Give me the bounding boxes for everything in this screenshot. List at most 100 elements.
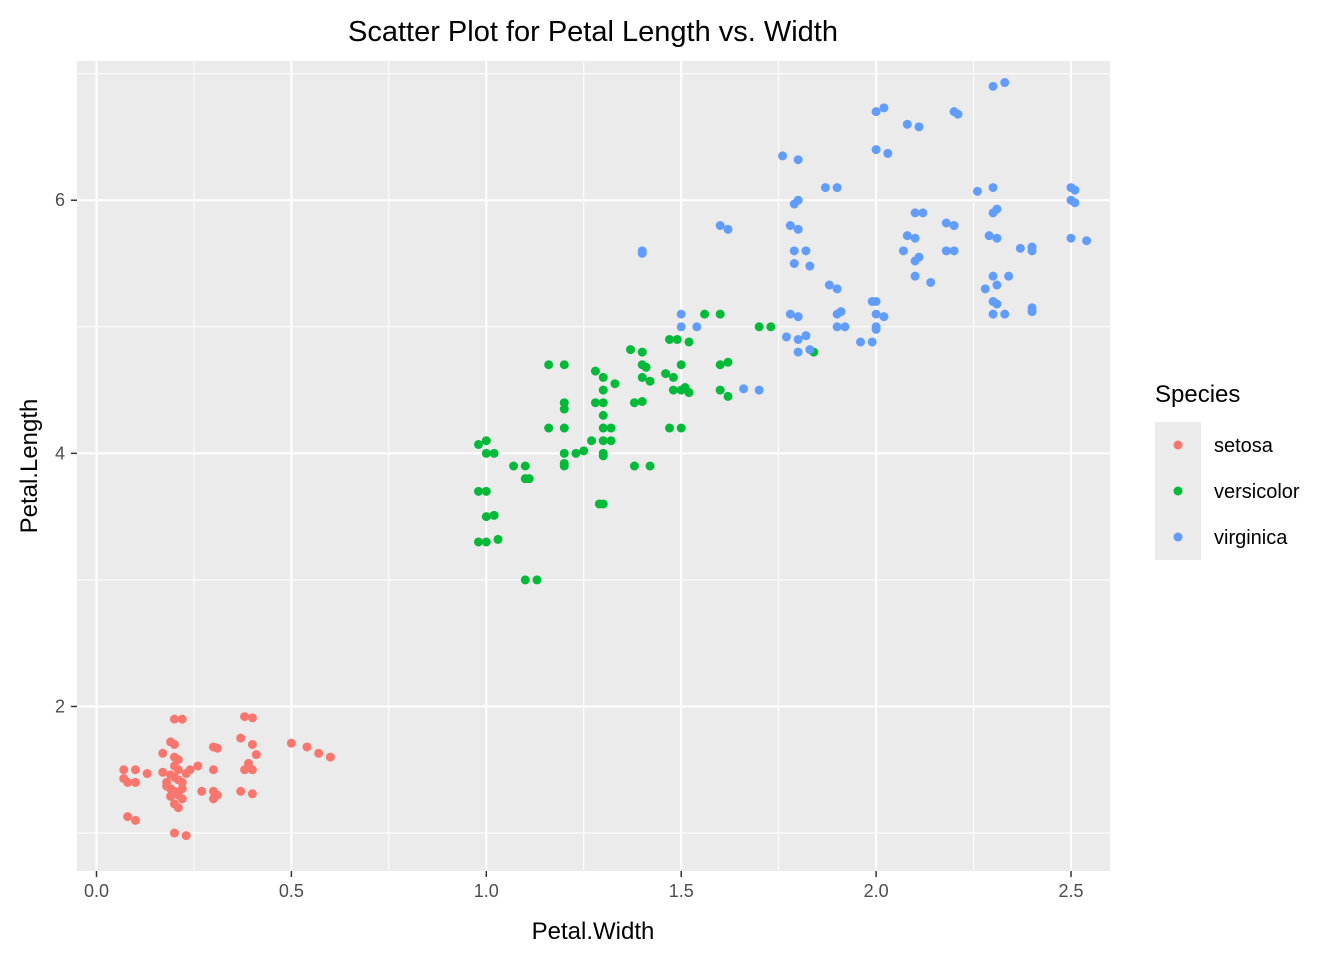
data-point-versicolor [610, 379, 620, 389]
data-point-virginica [1070, 185, 1080, 195]
data-point-versicolor [668, 385, 678, 395]
data-point-setosa [130, 777, 140, 787]
data-point-virginica [926, 277, 936, 287]
data-point-versicolor [532, 575, 542, 585]
data-point-setosa [166, 791, 176, 801]
data-point-virginica [910, 271, 920, 281]
x-tick-label: 2.5 [1059, 881, 1084, 901]
data-point-virginica [676, 309, 686, 319]
data-point-versicolor [544, 423, 554, 433]
data-point-virginica [988, 309, 998, 319]
data-point-virginica [805, 345, 815, 355]
data-point-setosa [119, 765, 129, 775]
data-point-versicolor [598, 423, 608, 433]
data-point-versicolor [665, 334, 675, 344]
data-point-versicolor [641, 362, 651, 372]
data-point-virginica [1000, 309, 1010, 319]
legend-key-virginica [1173, 532, 1183, 542]
data-point-virginica [980, 284, 990, 294]
data-point-virginica [871, 309, 881, 319]
data-point-virginica [914, 122, 924, 132]
data-point-versicolor [559, 423, 569, 433]
data-point-virginica [676, 322, 686, 332]
data-point-virginica [953, 109, 963, 119]
data-point-setosa [177, 777, 187, 787]
data-point-setosa [181, 831, 191, 841]
data-point-versicolor [559, 448, 569, 458]
legend-label: virginica [1214, 527, 1288, 549]
data-point-versicolor [579, 446, 589, 456]
data-point-versicolor [637, 372, 647, 382]
data-point-setosa [240, 765, 250, 775]
data-point-versicolor [571, 448, 581, 458]
data-point-virginica [984, 231, 994, 241]
data-point-versicolor [606, 423, 616, 433]
data-point-versicolor [590, 366, 600, 376]
data-point-virginica [820, 183, 830, 193]
data-point-virginica [988, 81, 998, 91]
data-point-virginica [972, 186, 982, 196]
data-point-virginica [793, 224, 803, 234]
data-point-versicolor [754, 322, 764, 332]
data-point-setosa [162, 781, 172, 791]
data-point-versicolor [684, 388, 694, 398]
data-point-virginica [832, 322, 842, 332]
data-point-versicolor [715, 385, 725, 395]
data-point-virginica [914, 252, 924, 262]
data-point-versicolor [559, 458, 569, 468]
data-point-versicolor [481, 448, 491, 458]
data-point-versicolor [629, 461, 639, 471]
data-point-virginica [883, 148, 893, 158]
data-point-versicolor [481, 486, 491, 496]
data-point-virginica [941, 218, 951, 228]
data-point-virginica [941, 246, 951, 256]
data-point-versicolor [489, 448, 499, 458]
data-point-setosa [193, 761, 203, 771]
data-point-versicolor [493, 534, 503, 544]
data-point-virginica [879, 312, 889, 322]
x-tick-label: 1.5 [669, 881, 694, 901]
data-point-virginica [1066, 233, 1076, 243]
data-point-setosa [185, 765, 195, 775]
data-point-versicolor [544, 360, 554, 370]
data-point-versicolor [645, 376, 655, 386]
x-tick-label: 1.0 [474, 881, 499, 901]
data-point-setosa [208, 765, 218, 775]
data-point-virginica [789, 246, 799, 256]
data-point-virginica [867, 337, 877, 347]
legend-key-versicolor [1173, 486, 1183, 496]
data-point-versicolor [481, 436, 491, 446]
data-point-setosa [197, 786, 207, 796]
data-point-versicolor [587, 436, 597, 446]
data-point-versicolor [598, 499, 608, 509]
data-point-virginica [898, 246, 908, 256]
x-axis: 0.0 0.5 1.0 1.5 2.0 2.5 [84, 871, 1084, 901]
legend-items: setosa versicolor virginica [1155, 422, 1300, 560]
data-point-versicolor [700, 309, 710, 319]
data-point-virginica [871, 324, 881, 334]
data-point-virginica [692, 322, 702, 332]
data-point-setosa [247, 713, 257, 723]
data-point-virginica [793, 334, 803, 344]
data-point-virginica [801, 331, 811, 341]
data-point-setosa [325, 752, 335, 762]
data-point-setosa [208, 794, 218, 804]
data-point-setosa [130, 815, 140, 825]
y-tick-label: 4 [55, 443, 65, 463]
data-point-versicolor [661, 369, 671, 379]
data-point-versicolor [520, 461, 530, 471]
data-point-versicolor [598, 410, 608, 420]
data-point-setosa [123, 777, 133, 787]
data-point-virginica [1070, 198, 1080, 208]
x-tick-label: 2.0 [864, 881, 889, 901]
data-point-setosa [173, 803, 183, 813]
data-point-versicolor [645, 461, 655, 471]
data-point-virginica [754, 385, 764, 395]
data-point-setosa [247, 739, 257, 749]
data-point-virginica [910, 208, 920, 218]
data-point-virginica [781, 332, 791, 342]
data-point-virginica [793, 155, 803, 165]
data-point-virginica [793, 312, 803, 322]
grid-lines [77, 61, 1110, 871]
data-point-setosa [142, 769, 152, 779]
